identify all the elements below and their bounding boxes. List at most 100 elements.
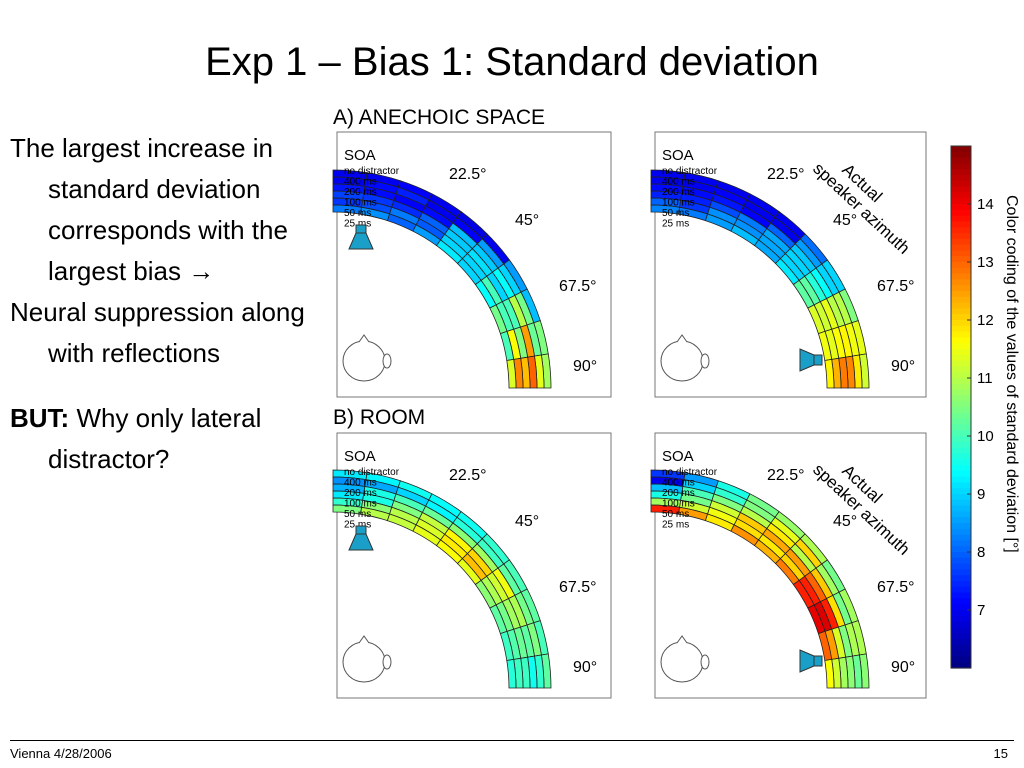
colorbar-band — [951, 389, 971, 396]
azimuth-label: 45° — [833, 212, 857, 229]
heatmap-cell — [506, 658, 517, 689]
soa-row-label: 25 ms — [662, 520, 689, 531]
soa-row-label: 200 ms — [344, 187, 377, 198]
colorbar-band — [951, 436, 971, 443]
bullet-3-text: Why only lateral distractor? — [48, 403, 262, 474]
azimuth-label: 90° — [891, 659, 915, 676]
colorbar-label: Color coding of the values of standard d… — [1003, 195, 1020, 553]
colorbar-band — [951, 378, 971, 385]
colorbar-band — [951, 238, 971, 246]
colorbar-band — [951, 320, 971, 327]
bullet-3: BUT: Why only lateral distractor? — [10, 398, 315, 480]
colorbar-band — [951, 354, 971, 362]
colorbar-band — [951, 395, 971, 402]
bullet-2-text: Neural suppression along with reflection… — [10, 297, 305, 368]
nose-icon — [358, 334, 370, 343]
azimuth-label: 22.5° — [449, 467, 487, 484]
colorbar-band — [951, 407, 971, 414]
head-icon — [342, 641, 386, 683]
colorbar-band — [951, 447, 971, 454]
colorbar-tick-label: 13 — [977, 254, 994, 271]
colorbar-band — [951, 563, 971, 570]
colorbar-band — [951, 581, 971, 588]
colorbar-band — [951, 308, 971, 315]
azimuth-label: 67.5° — [559, 579, 597, 596]
bullet-1: The largest increase in standard deviati… — [10, 128, 315, 292]
colorbar-band — [951, 198, 971, 205]
colorbar-tick-label: 8 — [977, 544, 985, 561]
colorbar-band — [951, 627, 971, 634]
colorbar-band — [951, 476, 971, 483]
colorbar-band — [951, 552, 971, 559]
speaker-cone — [348, 232, 374, 250]
colorbar-band — [951, 528, 971, 536]
colorbar-band — [951, 157, 971, 164]
colorbar-band — [951, 441, 971, 449]
colorbar-band — [951, 325, 971, 333]
footer-divider — [10, 740, 1014, 741]
colorbar-band — [951, 244, 971, 251]
soa-title: SOA — [344, 147, 376, 164]
colorbar-band — [951, 314, 971, 321]
ear-icon — [700, 353, 710, 369]
soa-row-label: no distractor — [344, 467, 400, 478]
colorbar-band — [951, 349, 971, 356]
colorbar-band — [951, 418, 971, 425]
azimuth-label: 90° — [891, 358, 915, 375]
colorbar-band — [951, 302, 971, 309]
colorbar-band — [951, 644, 971, 652]
head-icon — [342, 340, 386, 382]
colorbar-band — [951, 163, 971, 170]
colorbar-band — [951, 604, 971, 611]
colorbar-band — [951, 465, 971, 472]
colorbar-band — [951, 523, 971, 530]
section-label: B) ROOM — [333, 406, 425, 429]
footer-date: Vienna 4/28/2006 — [10, 746, 112, 761]
colorbar: 7 8 9 10 11 12 13 14 Color coding of the values … — [950, 145, 1020, 669]
colorbar-band — [951, 470, 971, 478]
head-icon — [660, 340, 704, 382]
colorbar-band — [951, 221, 971, 228]
colorbar-band — [951, 598, 971, 605]
colorbar-tick-label: 10 — [977, 428, 994, 445]
azimuth-label: 45° — [515, 513, 539, 530]
speaker-cone — [799, 649, 815, 673]
colorbar-band — [951, 569, 971, 576]
soa-row-label: 50 ms — [662, 208, 689, 219]
soa-row-label: 50 ms — [662, 509, 689, 520]
colorbar-band — [951, 424, 971, 431]
colorbar-band — [951, 372, 971, 379]
soa-row-label: 400 ms — [344, 177, 377, 188]
nose-icon — [676, 635, 688, 644]
colorbar-band — [951, 592, 971, 599]
head-icon — [660, 641, 704, 683]
nose-icon — [676, 334, 688, 343]
colorbar-band — [951, 639, 971, 646]
section-label: A) ANECHOIC SPACE — [333, 106, 545, 129]
soa-row-label: 50 ms — [344, 208, 371, 219]
colorbar-band — [951, 482, 971, 489]
colorbar-band — [951, 412, 971, 420]
speaker-cone — [348, 533, 374, 551]
colorbar-band — [951, 499, 971, 507]
colorbar-band — [951, 262, 971, 269]
colorbar-band — [951, 633, 971, 640]
colorbar-band — [951, 250, 971, 257]
colorbar-band — [951, 151, 971, 159]
speaker-cone — [799, 348, 815, 372]
colorbar-band — [951, 430, 971, 437]
azimuth-label: 22.5° — [767, 467, 805, 484]
colorbar-tick-label: 11 — [977, 370, 993, 387]
colorbar-tick-label: 14 — [977, 196, 994, 213]
colorbar-band — [951, 557, 971, 565]
soa-row-label: 200 ms — [344, 488, 377, 499]
colorbar-tick-label: 7 — [977, 602, 985, 619]
soa-title: SOA — [662, 147, 694, 164]
colorbar-band — [951, 488, 971, 495]
colorbar-band — [951, 540, 971, 547]
ear-icon — [700, 654, 710, 670]
speaker-icon — [348, 224, 374, 250]
colorbar-band — [951, 343, 971, 350]
colorbar-band — [951, 505, 971, 512]
